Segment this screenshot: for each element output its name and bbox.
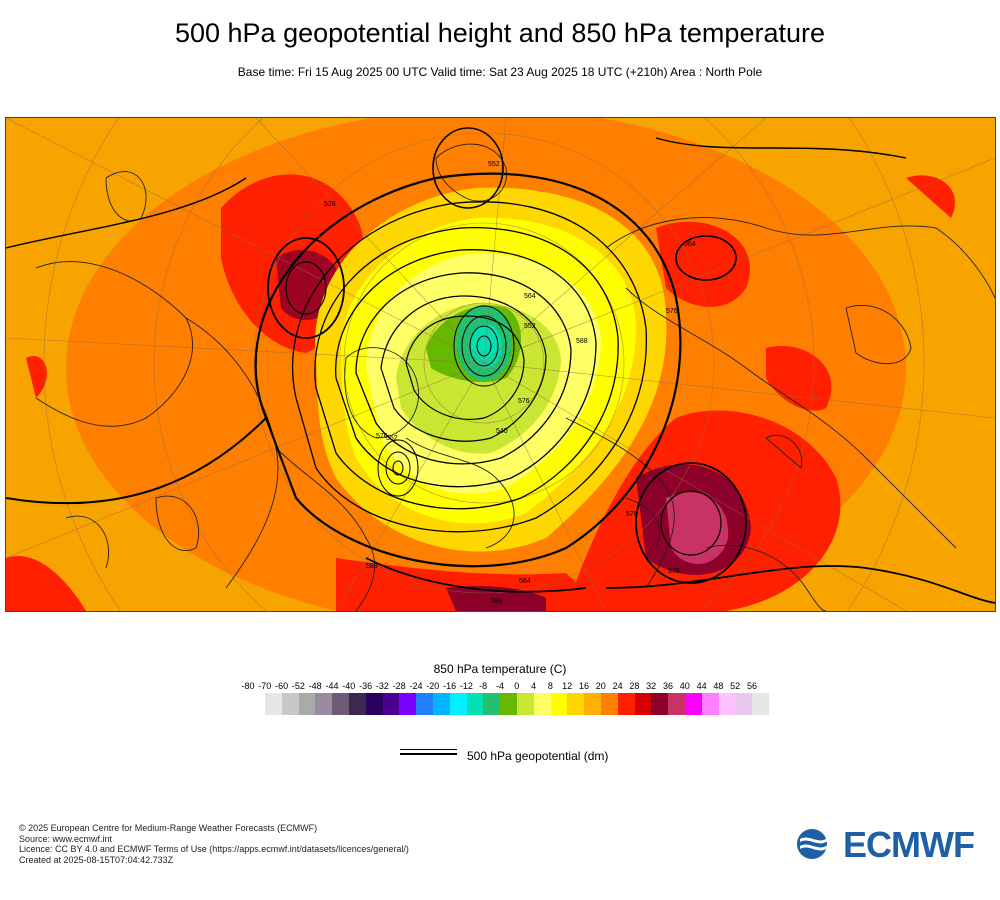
colorbar-tick-label: 52 (730, 681, 741, 691)
colorbar-tick-label: -48 (308, 681, 322, 691)
contour-label: 564 (519, 578, 531, 585)
contour-labels: 528 552 564 576 588 576 552 564 576 540 … (324, 161, 696, 605)
footer-copyright: © 2025 European Centre for Medium-Range … (19, 823, 318, 833)
colorbar-swatch (466, 693, 484, 715)
colorbar-tick-label: -60 (275, 681, 289, 691)
colorbar-tick-label: 0 (514, 681, 520, 691)
contour-label: 564 (524, 293, 536, 300)
colorbar-swatch (432, 693, 450, 715)
colorbar-swatch (500, 693, 517, 715)
colorbar-swatch (382, 693, 400, 715)
contour-label: 552 (386, 435, 398, 442)
footer-source: Source: www.ecmwf.int (19, 833, 113, 844)
colorbar-tick-label: -80 (241, 681, 255, 691)
colorbar-swatch (668, 693, 685, 715)
colorbar-tick-label: 8 (547, 681, 553, 691)
geopotential-legend-label: 500 hPa geopotential (dm) (467, 749, 609, 763)
footer-licence: Licence: CC BY 4.0 and ECMWF Terms of Us… (19, 844, 409, 854)
colorbar-swatch (634, 693, 652, 715)
map-panel[interactable]: 528 552 564 576 588 576 552 564 576 540 … (5, 117, 996, 612)
colorbar-swatch (298, 693, 316, 715)
colorbar-swatch (617, 693, 635, 715)
contour-label: 576 (376, 433, 388, 440)
colorbar-swatch (483, 693, 501, 715)
colorbar-tick-label: 48 (713, 681, 724, 691)
contour-label: 528 (324, 201, 336, 208)
graticule (6, 118, 995, 611)
contour-label: 576 (668, 568, 680, 575)
map-svg: 528 552 564 576 588 576 552 564 576 540 … (6, 118, 995, 611)
contour-label: 576 (626, 511, 638, 518)
colorbar-swatch (449, 693, 467, 715)
colorbar-tick-label: -28 (392, 681, 406, 691)
contour-label: 576 (518, 398, 530, 405)
colorbar-tick-label: 16 (578, 681, 589, 691)
temperature-legend-title: 850 hPa temperature (C) (433, 662, 567, 676)
contour-label: 540 (496, 428, 508, 435)
temperature-colorbar (265, 693, 769, 715)
colorbar-swatch (516, 693, 534, 715)
colorbar-tick-label: 40 (679, 681, 690, 691)
colorbar-tick-label: -16 (443, 681, 457, 691)
colorbar-tick-label: 4 (531, 681, 537, 691)
contour-label: 588 (576, 338, 588, 345)
colorbar-swatch (348, 693, 366, 715)
colorbar-swatch (584, 693, 601, 715)
colorbar-tick-label: -32 (375, 681, 389, 691)
colorbar-swatch (416, 693, 433, 715)
contour-label: 552 (488, 161, 500, 168)
geopotential-legend-line (400, 749, 457, 755)
colorbar-tick-label: 44 (696, 681, 707, 691)
colorbar-swatch (752, 693, 769, 715)
colorbar-tick-label: -20 (426, 681, 440, 691)
contour-label: 588 (491, 598, 503, 605)
colorbar-tick-label: -4 (495, 681, 504, 691)
ecmwf-logo-text: ECMWF (843, 824, 975, 865)
colorbar-tick-label: -8 (479, 681, 488, 691)
colorbar-swatch (399, 693, 417, 715)
contour-label: 576 (666, 308, 678, 315)
colorbar-tick-label: 32 (646, 681, 657, 691)
colorbar-tick-label: -36 (359, 681, 373, 691)
colorbar-swatch (718, 693, 736, 715)
contour-label: 564 (684, 241, 696, 248)
temperature-legend-ticks: -80 -70 -60 -52 -48 -44 -40 -36 -32 -28 -24 -20 -16-… (241, 681, 761, 693)
colorbar-swatch (365, 693, 383, 715)
ecmwf-logo-icon (797, 829, 839, 859)
colorbar-tick-label: 12 (562, 681, 573, 691)
ecmwf-logo[interactable]: ECMWF (795, 824, 985, 865)
colorbar-tick-label: -44 (325, 681, 339, 691)
colorbar-tick-label: -12 (459, 681, 473, 691)
colorbar-swatch (735, 693, 753, 715)
colorbar-swatch (533, 693, 551, 715)
colorbar-swatch (701, 693, 719, 715)
colorbar-swatch (315, 693, 333, 715)
colorbar-swatch (651, 693, 669, 715)
colorbar-tick-label: -70 (258, 681, 272, 691)
colorbar-tick-label: 24 (612, 681, 623, 691)
colorbar-tick-label: 20 (595, 681, 606, 691)
footer-credits: © 2025 European Centre for Medium-Range … (19, 823, 409, 865)
colorbar-tick-label: 28 (629, 681, 640, 691)
colorbar-swatch (332, 693, 349, 715)
colorbar-tick-label: -40 (342, 681, 356, 691)
footer-created: Created at 2025-08-15T07:04:42.733Z (19, 854, 174, 865)
colorbar-tick-label: -24 (409, 681, 423, 691)
chart-subtitle: Base time: Fri 15 Aug 2025 00 UTC Valid … (237, 65, 763, 79)
colorbar-tick-label: 56 (746, 681, 757, 691)
colorbar-tick-label: 36 (662, 681, 673, 691)
colorbar-tick-label: -52 (291, 681, 305, 691)
contour-label: 552 (524, 323, 536, 330)
colorbar-swatch (567, 693, 585, 715)
colorbar-swatch (265, 693, 282, 715)
chart-title: 500 hPa geopotential height and 850 hPa … (174, 18, 825, 48)
geopotential-contours (6, 127, 995, 604)
colorbar-swatch (684, 693, 702, 715)
colorbar-swatch (281, 693, 299, 715)
colorbar-swatch (550, 693, 568, 715)
colorbar-swatch (600, 693, 618, 715)
contour-label: 588 (366, 563, 378, 570)
